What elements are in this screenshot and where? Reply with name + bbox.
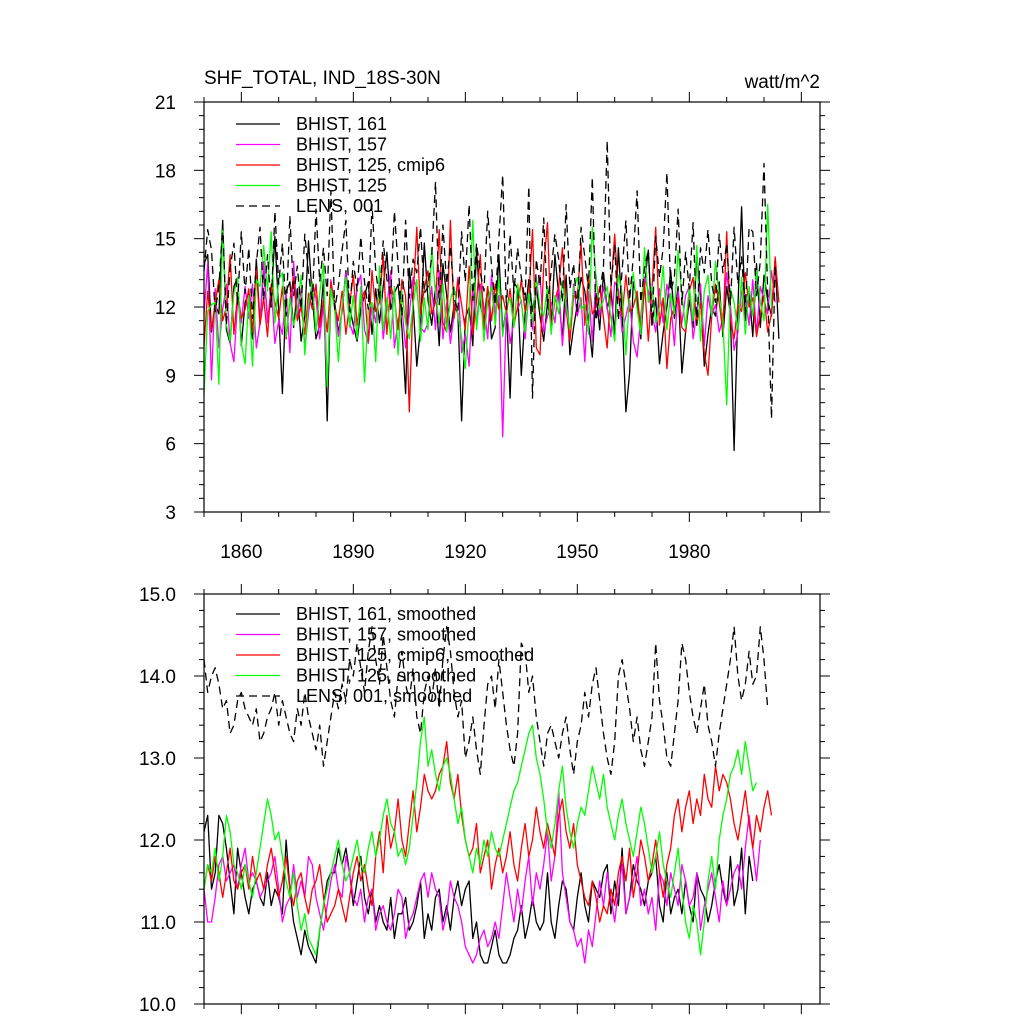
plot-frame	[203, 593, 821, 1005]
axes: 3 6 9 12 15 18 21 1860 1890 1920 1950 1980	[155, 92, 830, 563]
y-tick-label: 3	[165, 503, 176, 524]
series-line-2	[203, 219, 780, 413]
series-line-3	[203, 716, 758, 956]
units-label: watt/m^2	[744, 72, 820, 93]
y-tick-label: 13.0	[139, 749, 176, 770]
x-tick-label: 1950	[556, 542, 598, 563]
y-tick-label: 10.0	[139, 995, 176, 1016]
series-line-2	[203, 740, 773, 923]
series-group	[203, 140, 780, 452]
y-tick-label: 11.0	[140, 913, 176, 934]
x-tick-label: 1860	[220, 542, 262, 563]
series-line-0	[203, 206, 780, 452]
series-line-1	[203, 790, 761, 964]
x-tick-label: 1980	[668, 542, 710, 563]
series-line-0	[203, 814, 754, 964]
legend-label: BHIST, 161, smoothed	[296, 604, 476, 624]
x-tick-label: 1920	[444, 542, 486, 563]
chart-title: SHF_TOTAL, IND_18S-30N	[204, 68, 441, 89]
y-tick-label: 6	[165, 435, 176, 456]
y-tick-label: 12.0	[139, 831, 176, 852]
series-line-3	[203, 203, 773, 406]
legend-label: BHIST, 125, cmip6	[296, 155, 445, 175]
top-panel: SHF_TOTAL, IND_18S-30N watt/m^2 3 6 9 12 15 1…	[155, 68, 830, 563]
legend-label: BHIST, 125, cmip6, smoothed	[296, 645, 534, 665]
legend-label: BHIST, 161	[296, 114, 387, 134]
legend-label: BHIST, 157, smoothed	[296, 625, 476, 645]
bottom-panel: 10.0 11.0 12.0 13.0 14.0 15.0 BHIST, 161, smo…	[139, 584, 830, 1016]
y-tick-label: 12	[155, 298, 176, 319]
legend-label: BHIST, 157	[296, 135, 387, 155]
legend-label: LENS, 001	[296, 196, 383, 216]
series-line-4	[203, 140, 776, 420]
legend-label: LENS, 001, smoothed	[296, 686, 472, 706]
legend-label: BHIST, 125	[296, 176, 387, 196]
axes: 10.0 11.0 12.0 13.0 14.0 15.0	[139, 584, 830, 1016]
y-tick-label: 21	[155, 93, 176, 114]
series-line-4	[203, 626, 769, 776]
x-tick-label: 1890	[332, 542, 374, 563]
y-tick-label: 15.0	[139, 585, 176, 606]
y-tick-label: 18	[155, 161, 176, 182]
legend-label: BHIST, 125, smoothed	[296, 666, 476, 686]
series-group	[203, 626, 773, 964]
y-tick-label: 15	[155, 230, 176, 251]
y-tick-label: 14.0	[139, 667, 176, 688]
y-tick-label: 9	[165, 366, 176, 387]
